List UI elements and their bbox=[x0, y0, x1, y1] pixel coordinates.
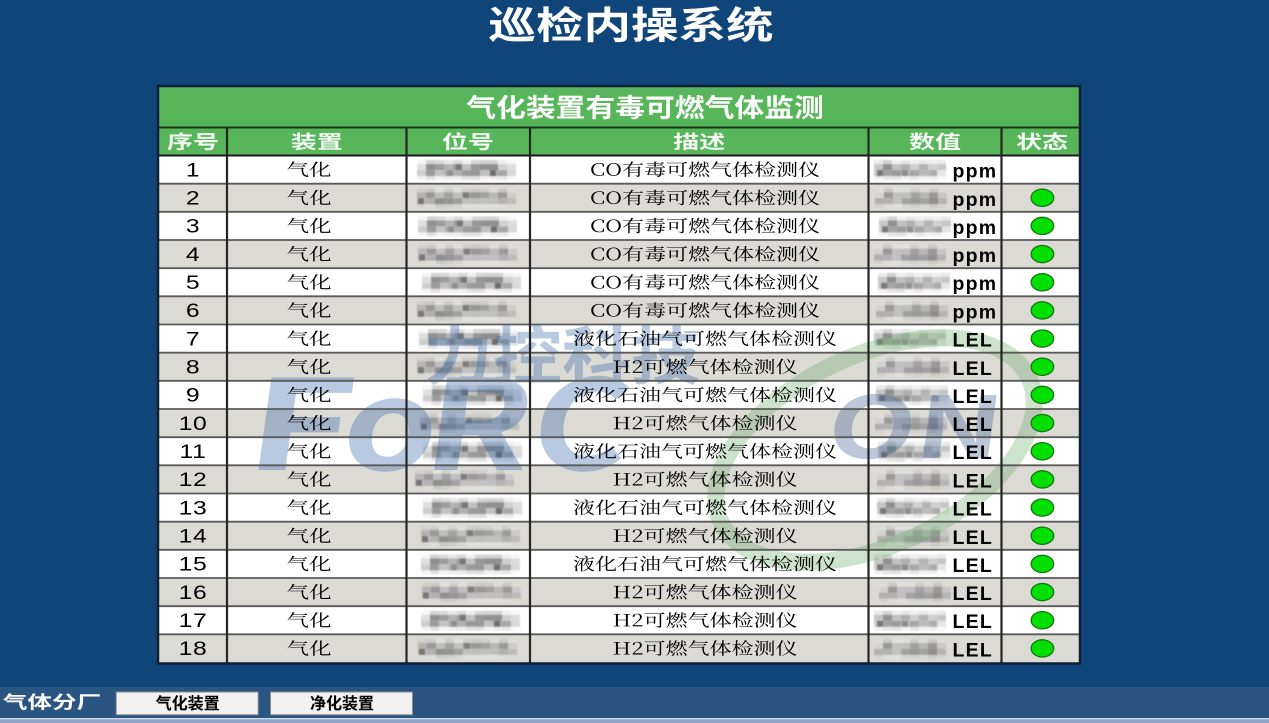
svg-text:LEL: LEL bbox=[953, 414, 993, 436]
svg-text:LEL: LEL bbox=[953, 470, 993, 492]
svg-text:ppm: ppm bbox=[953, 273, 998, 295]
svg-text:LEL: LEL bbox=[953, 555, 993, 577]
svg-text:16: 16 bbox=[179, 582, 208, 604]
svg-text:LEL: LEL bbox=[953, 527, 993, 549]
svg-text:8: 8 bbox=[186, 356, 200, 378]
svg-text:7: 7 bbox=[186, 328, 200, 350]
svg-text:ppm: ppm bbox=[953, 245, 998, 267]
svg-text:LEL: LEL bbox=[953, 330, 993, 352]
svg-text:ppm: ppm bbox=[953, 161, 998, 183]
svg-text:10: 10 bbox=[179, 413, 208, 435]
svg-text:4: 4 bbox=[186, 244, 200, 266]
svg-text:13: 13 bbox=[179, 497, 208, 519]
svg-text:LEL: LEL bbox=[953, 611, 993, 633]
svg-text:LEL: LEL bbox=[953, 583, 993, 605]
svg-text:ppm: ppm bbox=[953, 301, 998, 323]
svg-text:3: 3 bbox=[186, 215, 200, 237]
svg-text:5: 5 bbox=[186, 272, 200, 294]
svg-text:LEL: LEL bbox=[953, 639, 993, 661]
svg-text:9: 9 bbox=[186, 384, 200, 406]
svg-text:17: 17 bbox=[179, 610, 208, 632]
svg-text:ppm: ppm bbox=[953, 217, 998, 239]
svg-text:12: 12 bbox=[179, 469, 208, 491]
svg-text:2: 2 bbox=[186, 187, 200, 209]
svg-text:14: 14 bbox=[179, 525, 208, 547]
svg-text:1: 1 bbox=[186, 159, 200, 181]
svg-text:11: 11 bbox=[180, 441, 207, 463]
svg-text:ppm: ppm bbox=[953, 189, 998, 211]
svg-text:LEL: LEL bbox=[953, 358, 993, 380]
svg-text:6: 6 bbox=[186, 300, 200, 322]
svg-text:18: 18 bbox=[179, 638, 208, 660]
svg-text:LEL: LEL bbox=[953, 442, 993, 464]
svg-text:15: 15 bbox=[179, 553, 208, 575]
svg-text:LEL: LEL bbox=[953, 499, 993, 521]
svg-text:LEL: LEL bbox=[953, 386, 993, 408]
